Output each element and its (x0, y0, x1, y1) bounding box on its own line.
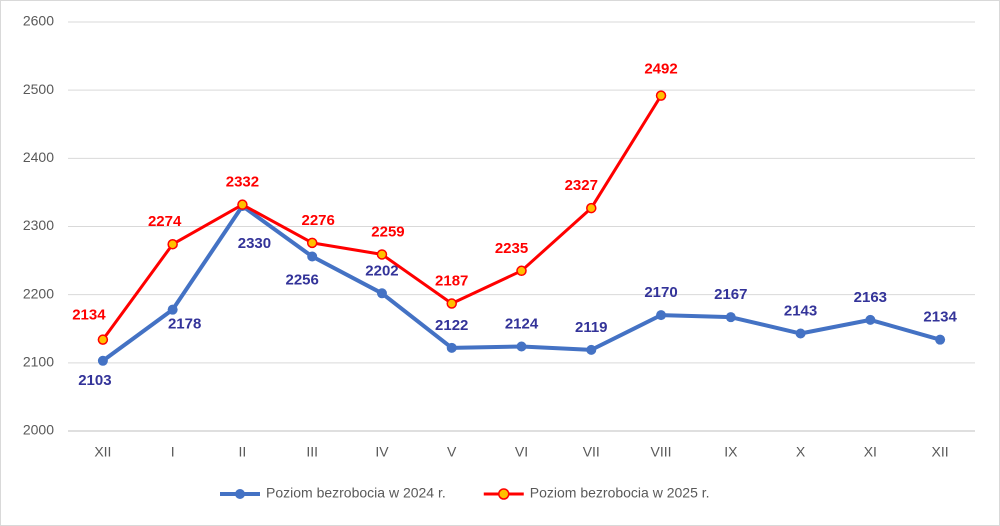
value-label: 2235 (495, 240, 528, 257)
x-tick-label: XII (94, 444, 111, 460)
y-tick-label: 2400 (23, 149, 54, 165)
data-point (865, 314, 876, 325)
value-label: 2122 (435, 317, 468, 334)
legend-swatch-marker (235, 489, 245, 499)
data-point (376, 249, 388, 260)
data-point (795, 328, 806, 339)
data-point (97, 334, 109, 345)
x-tick-label: II (239, 444, 247, 460)
data-point (935, 334, 946, 345)
x-tick-label: VIII (651, 444, 672, 460)
value-label: 2202 (365, 262, 398, 279)
y-tick-label: 2100 (23, 354, 54, 370)
data-point (446, 342, 457, 353)
x-tick-label: VI (515, 444, 528, 460)
value-label: 2119 (575, 319, 608, 336)
data-point (376, 288, 387, 299)
y-tick-label: 2300 (23, 217, 54, 233)
data-point (97, 355, 108, 366)
value-label: 2259 (371, 223, 404, 240)
x-tick-label: XI (864, 444, 877, 460)
x-tick-label: VII (583, 444, 600, 460)
value-label: 2167 (714, 286, 747, 303)
legend-label: Poziom bezrobocia w 2025 r. (530, 485, 710, 501)
data-point (586, 344, 597, 355)
y-tick-label: 2600 (23, 13, 54, 29)
value-label: 2134 (923, 309, 957, 326)
data-point (656, 310, 667, 321)
data-point (516, 265, 527, 277)
value-label: 2143 (784, 302, 817, 319)
data-point (516, 341, 527, 352)
x-tick-label: V (447, 444, 457, 460)
legend-label: Poziom bezrobocia w 2024 r. (266, 485, 446, 501)
x-tick-label: XII (932, 444, 949, 460)
data-point (586, 202, 597, 214)
data-point (167, 304, 178, 315)
y-tick-label: 2200 (23, 285, 54, 301)
data-point (306, 237, 318, 249)
x-tick-label: X (796, 444, 806, 460)
legend-swatch-marker (498, 488, 510, 500)
data-point (725, 312, 736, 323)
x-tick-label: I (171, 444, 175, 460)
x-tick-label: III (306, 444, 318, 460)
value-label: 2492 (644, 61, 677, 78)
value-label: 2170 (644, 284, 677, 301)
x-tick-label: IX (724, 444, 738, 460)
value-label: 2274 (148, 213, 182, 230)
value-label: 2330 (238, 235, 271, 252)
data-point (655, 90, 667, 101)
value-label: 2276 (302, 212, 335, 229)
value-label: 2103 (78, 372, 111, 389)
value-label: 2187 (435, 272, 468, 289)
value-label: 2163 (854, 289, 887, 306)
y-tick-label: 2500 (23, 81, 54, 97)
value-label: 2178 (168, 316, 201, 333)
data-point (167, 238, 178, 250)
value-label: 2124 (505, 315, 539, 332)
value-label: 2327 (565, 177, 598, 194)
x-tick-label: IV (375, 444, 389, 460)
value-label: 2332 (226, 174, 259, 191)
data-point (307, 251, 318, 262)
value-label: 2134 (72, 307, 106, 324)
data-point (237, 199, 248, 210)
y-tick-label: 2000 (23, 422, 54, 438)
value-label: 2256 (286, 271, 319, 288)
data-point (446, 298, 457, 309)
